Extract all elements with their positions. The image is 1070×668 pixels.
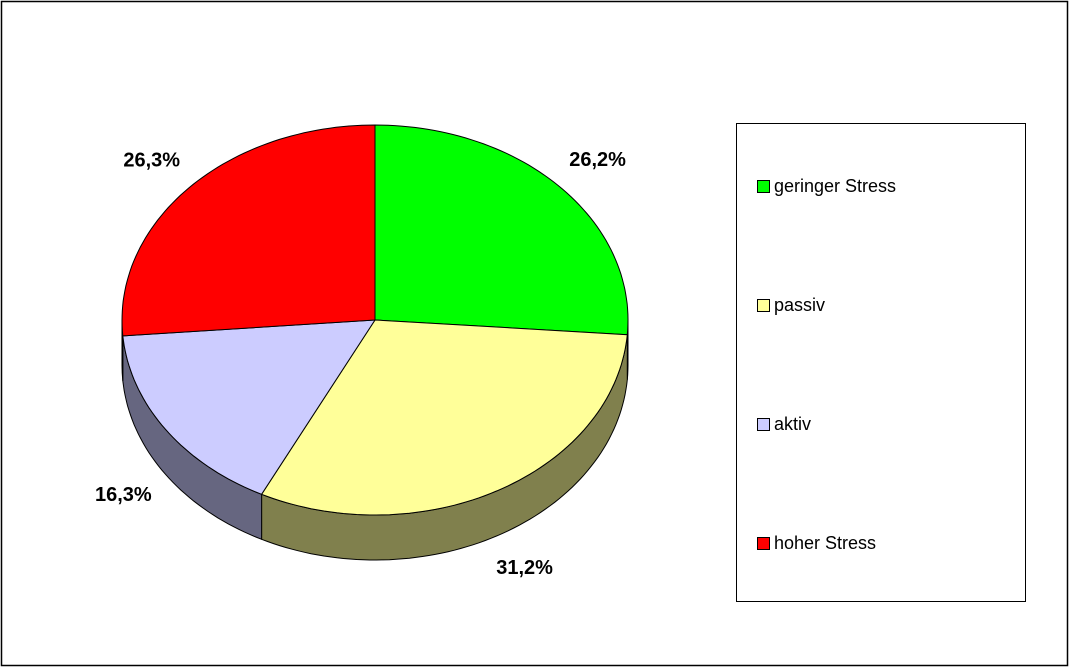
value-label: 26,2%: [569, 149, 626, 171]
legend-swatch: [757, 299, 770, 312]
pie-slice: [374, 124, 629, 336]
value-label: 31,2%: [496, 557, 553, 579]
value-label: 26,3%: [123, 150, 180, 172]
legend-label: hoher Stress: [774, 533, 876, 553]
value-label: 16,3%: [95, 484, 152, 506]
pie-slice: [260, 319, 628, 516]
pie-slice: [121, 124, 376, 337]
pie-slice: [122, 319, 376, 495]
legend-box: [736, 123, 1026, 602]
legend-swatch: [757, 180, 770, 193]
legend-label: geringer Stress: [774, 176, 896, 196]
legend-swatch: [757, 418, 770, 431]
legend-label: aktiv: [774, 414, 811, 434]
legend-label: passiv: [774, 295, 825, 315]
legend-swatch: [757, 537, 770, 550]
